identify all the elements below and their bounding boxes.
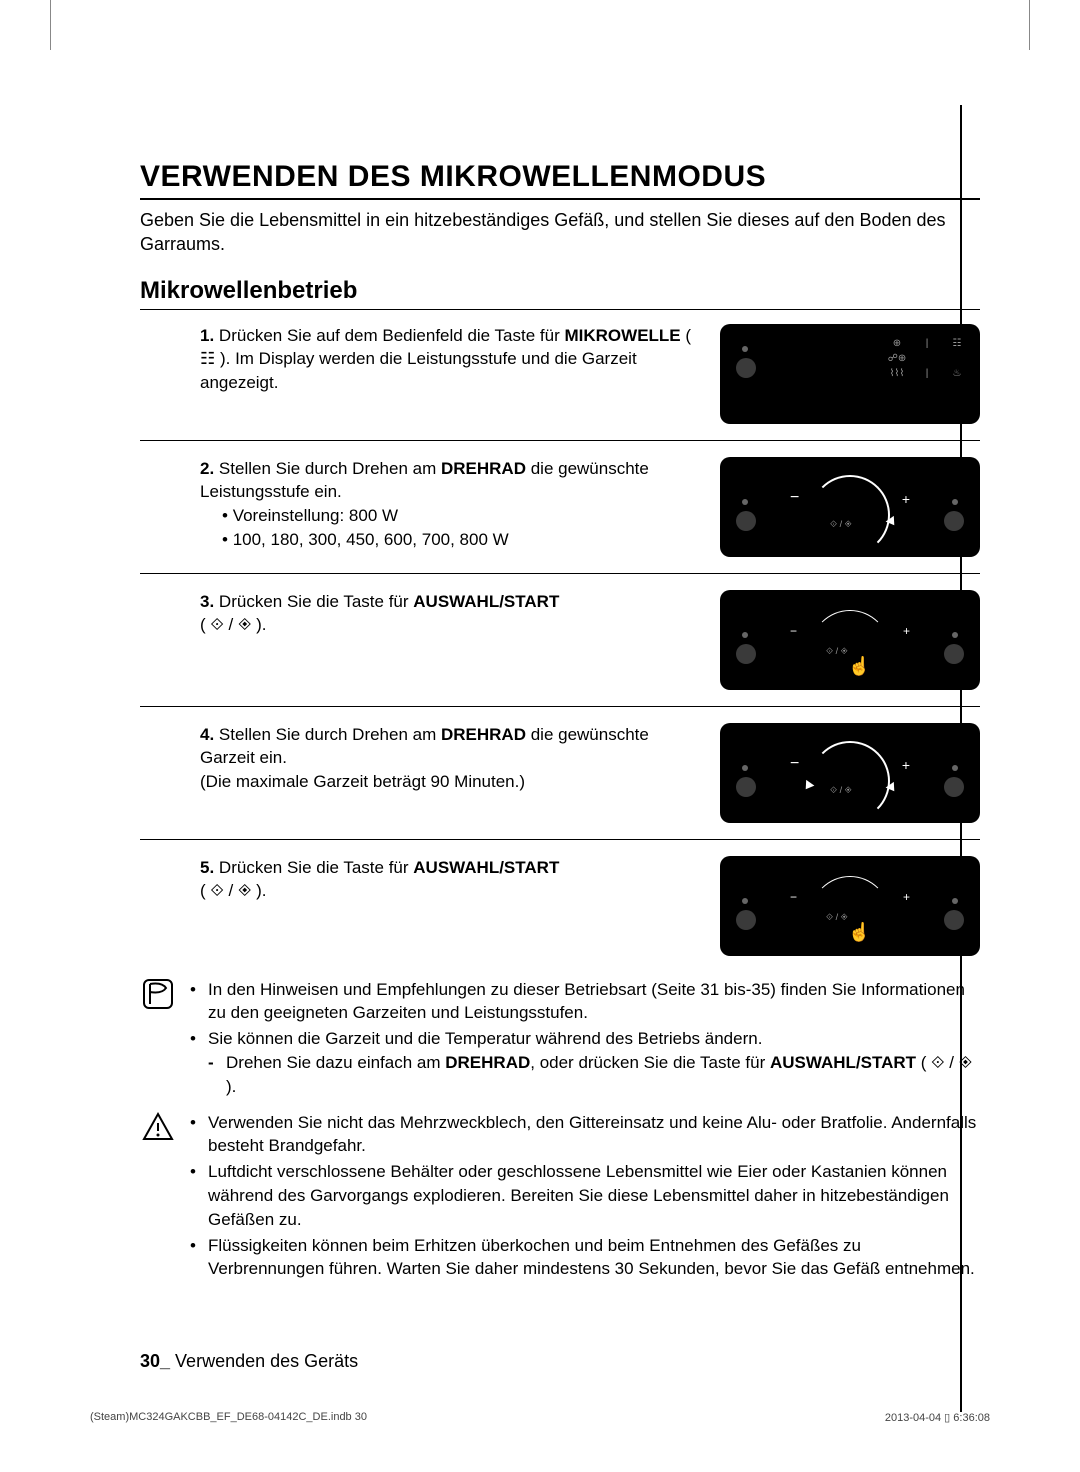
page-heading: Verwenden des Mikrowellenmodus [140, 160, 980, 200]
control-panel-illustration: − + ⟐ / ◈ [720, 723, 980, 823]
step-1: 1. Drücken Sie auf dem Bedienfeld die Ta… [140, 320, 980, 441]
section-heading: Mikrowellenbetrieb [140, 277, 980, 310]
step-4: 4. Stellen Sie durch Drehen am DREHRAD d… [140, 707, 980, 840]
footer-filename: (Steam)MC324GAKCBB_EF_DE68-04142C_DE.ind… [90, 1411, 367, 1424]
footer-page-number: 30_ Verwenden des Geräts [140, 1351, 358, 1372]
warning-block: Verwenden Sie nicht das Mehrzweckblech, … [140, 1111, 980, 1284]
intro-text: Geben Sie die Lebensmittel in ein hitzeb… [140, 208, 980, 257]
warning-icon [140, 1111, 176, 1284]
control-panel-illustration: ⊕|☷ ☍⊕ ⌇⌇⌇|♨ [720, 324, 980, 424]
step-2: 2. Stellen Sie durch Drehen am DREHRAD d… [140, 441, 980, 574]
footer-meta: (Steam)MC324GAKCBB_EF_DE68-04142C_DE.ind… [90, 1411, 990, 1424]
step-3: 3. Drücken Sie die Taste für AUSWAHL/STA… [140, 574, 980, 707]
control-panel-illustration: − + ⟐ / ◈ ☝ [720, 856, 980, 956]
note-block: In den Hinweisen und Empfehlungen zu die… [140, 978, 980, 1101]
page-content: Verwenden des Mikrowellenmodus Geben Sie… [140, 160, 980, 1283]
control-panel-illustration: − + ⟐ / ◈ [720, 457, 980, 557]
control-panel-illustration: − + ⟐ / ◈ ☝ [720, 590, 980, 690]
step-number: 1. [200, 326, 214, 345]
footer-timestamp: 2013-04-04 ▯ 6:36:08 [885, 1411, 990, 1424]
note-icon [140, 978, 176, 1101]
step-5: 5. Drücken Sie die Taste für AUSWAHL/STA… [140, 840, 980, 972]
